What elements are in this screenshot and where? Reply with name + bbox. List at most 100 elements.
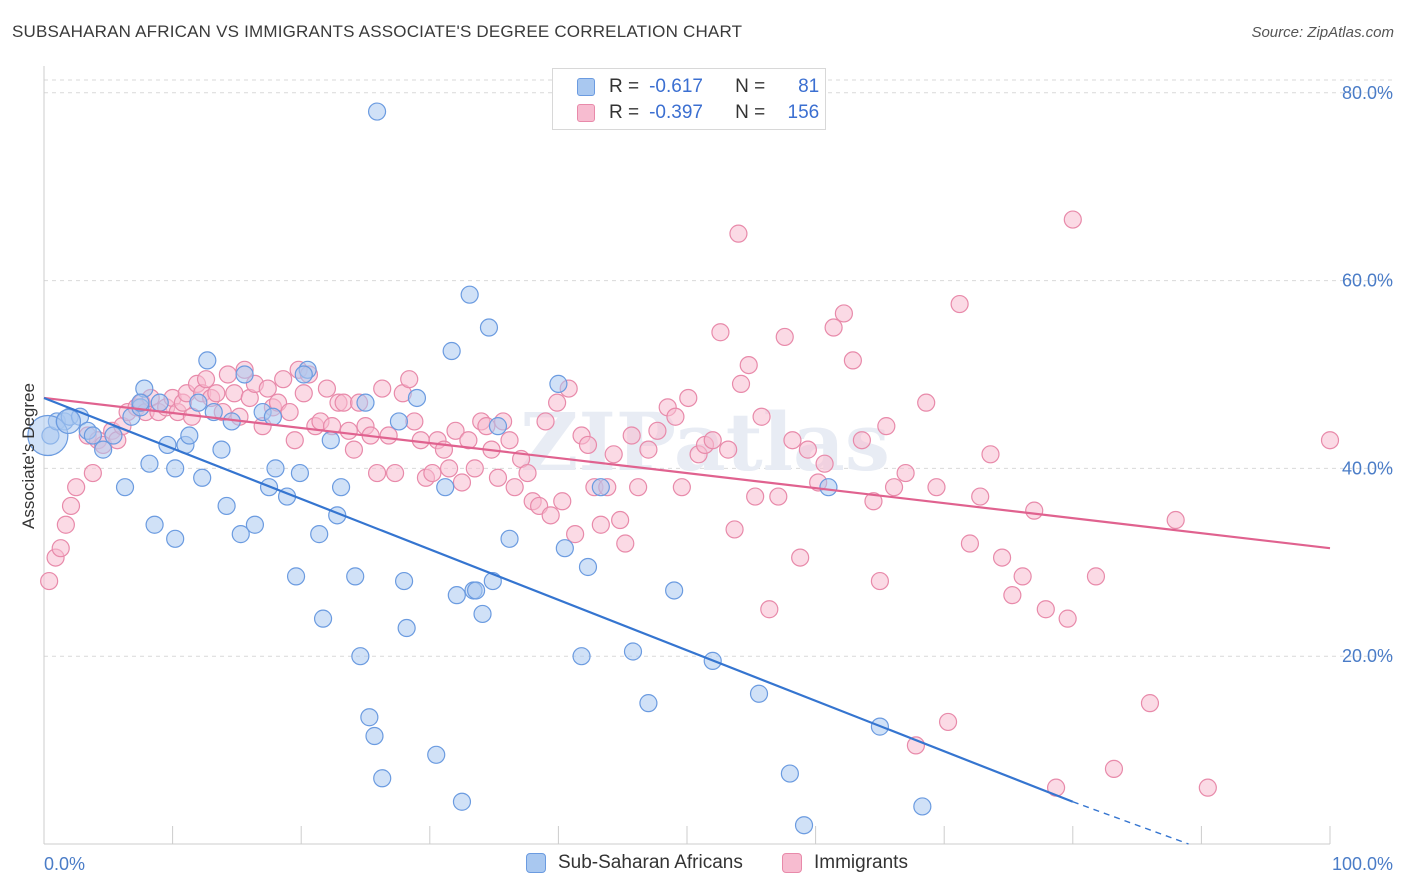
immigrants-point (783, 431, 802, 450)
correlation-legend: R = -0.617 N = 81 R = -0.397 N = 156 (552, 68, 826, 130)
subsaharan-point (351, 647, 370, 666)
immigrants-point (40, 571, 59, 591)
r-value-subsaharan: -0.617 (649, 76, 703, 97)
subsaharan-point (665, 581, 684, 600)
immigrants-point (798, 440, 817, 459)
immigrants-point (51, 539, 70, 558)
series-legend: Sub-Saharan Africans Immigrants (0, 852, 1406, 878)
n-value-subsaharan: 81 (798, 76, 820, 97)
immigrants-point (207, 384, 226, 403)
immigrants-point (981, 445, 1000, 464)
subsaharan-point (373, 769, 392, 788)
immigrants-point (791, 548, 810, 567)
pink-swatch (782, 853, 802, 873)
immigrants-point (971, 487, 990, 506)
immigrants-point (960, 534, 980, 553)
immigrants-point (917, 393, 936, 412)
subsaharan-point (145, 515, 164, 534)
subsaharan-point (115, 478, 135, 497)
y-tick-label: 80.0% (1342, 83, 1393, 103)
immigrants-point (775, 327, 794, 347)
subsaharan-point (313, 609, 333, 628)
immigrants-point (196, 370, 216, 389)
y-axis-label: Associate's Degree (19, 383, 38, 529)
subsaharan-point (591, 478, 610, 497)
subsaharan-point (452, 792, 472, 811)
legend-item-subsaharan[interactable]: Sub-Saharan Africans (526, 852, 743, 874)
subsaharan-point (104, 426, 123, 445)
legend-row-immigrants: R = -0.397 N = 156 (577, 101, 819, 125)
immigrants-point (344, 440, 364, 459)
y-tick-label: 40.0% (1342, 458, 1393, 478)
immigrants-point (1058, 609, 1077, 628)
immigrants-point (666, 407, 685, 426)
immigrants-point (439, 459, 459, 478)
immigrants-point (725, 520, 744, 539)
y-tick-label: 20.0% (1342, 646, 1393, 666)
subsaharan-point (407, 388, 427, 408)
immigrants-point (824, 318, 843, 337)
immigrants-point (622, 426, 641, 445)
immigrants-point (536, 412, 555, 431)
subsaharan-point (331, 478, 351, 497)
immigrants-point (616, 534, 635, 553)
immigrants-point (446, 421, 465, 440)
subsaharan-point (231, 525, 250, 544)
immigrants-point (1320, 431, 1340, 450)
subsaharan-trend-line (43, 396, 1074, 803)
immigrants-point (711, 323, 730, 342)
immigrants-point (405, 412, 424, 431)
subsaharan-point (473, 604, 492, 624)
subsaharan-point (365, 726, 384, 746)
subsaharan-point (266, 459, 285, 478)
immigrants-point (541, 506, 560, 525)
immigrants-point (834, 304, 853, 323)
immigrants-point (591, 515, 610, 534)
immigrants-point (339, 421, 358, 440)
subsaharan-point (83, 426, 102, 445)
immigrants-point (553, 492, 572, 511)
immigrants-point (218, 365, 237, 384)
immigrants-point (1086, 567, 1106, 586)
immigrants-point (731, 374, 751, 393)
subsaharan-point (321, 431, 340, 450)
immigrants-point (864, 492, 883, 511)
immigrants-point (452, 473, 472, 492)
blue-swatch (577, 78, 595, 96)
subsaharan-point (623, 642, 643, 661)
immigrants-point (578, 435, 598, 455)
subsaharan-point (466, 581, 486, 600)
subsaharan-point (212, 440, 231, 459)
subsaharan-point (442, 341, 461, 361)
y-tick-label: 60.0% (1342, 271, 1393, 291)
r-label: R = (609, 102, 640, 123)
subsaharan-point (189, 393, 208, 412)
immigrants-point (488, 468, 508, 487)
immigrants-point (500, 431, 519, 450)
legend-label-immigrants: Immigrants (814, 852, 908, 873)
subsaharan-point (263, 407, 283, 426)
immigrants-point (611, 510, 630, 530)
subsaharan-point (150, 393, 169, 412)
subsaharan-point (549, 374, 568, 393)
immigrants-point (83, 463, 102, 483)
subsaharan-point (131, 393, 150, 412)
immigrants-point (729, 224, 748, 243)
trend-layer (43, 396, 1331, 845)
subsaharan-points (27, 102, 932, 835)
subsaharan-point (140, 454, 159, 473)
immigrants-point (884, 478, 904, 497)
legend-row-subsaharan: R = -0.617 N = 81 (577, 75, 819, 99)
subsaharan-point (389, 412, 409, 431)
immigrants-point (225, 384, 244, 403)
subsaharan-point (578, 557, 598, 577)
immigrants-point (629, 478, 648, 497)
subsaharan-point (166, 529, 185, 548)
subsaharan-point (397, 618, 416, 638)
immigrants-point (739, 355, 758, 375)
immigrants-point (317, 379, 337, 398)
immigrants-point (334, 393, 353, 412)
subsaharan-point (479, 318, 499, 337)
immigrants-point (604, 445, 623, 464)
legend-item-immigrants[interactable]: Immigrants (782, 852, 908, 874)
